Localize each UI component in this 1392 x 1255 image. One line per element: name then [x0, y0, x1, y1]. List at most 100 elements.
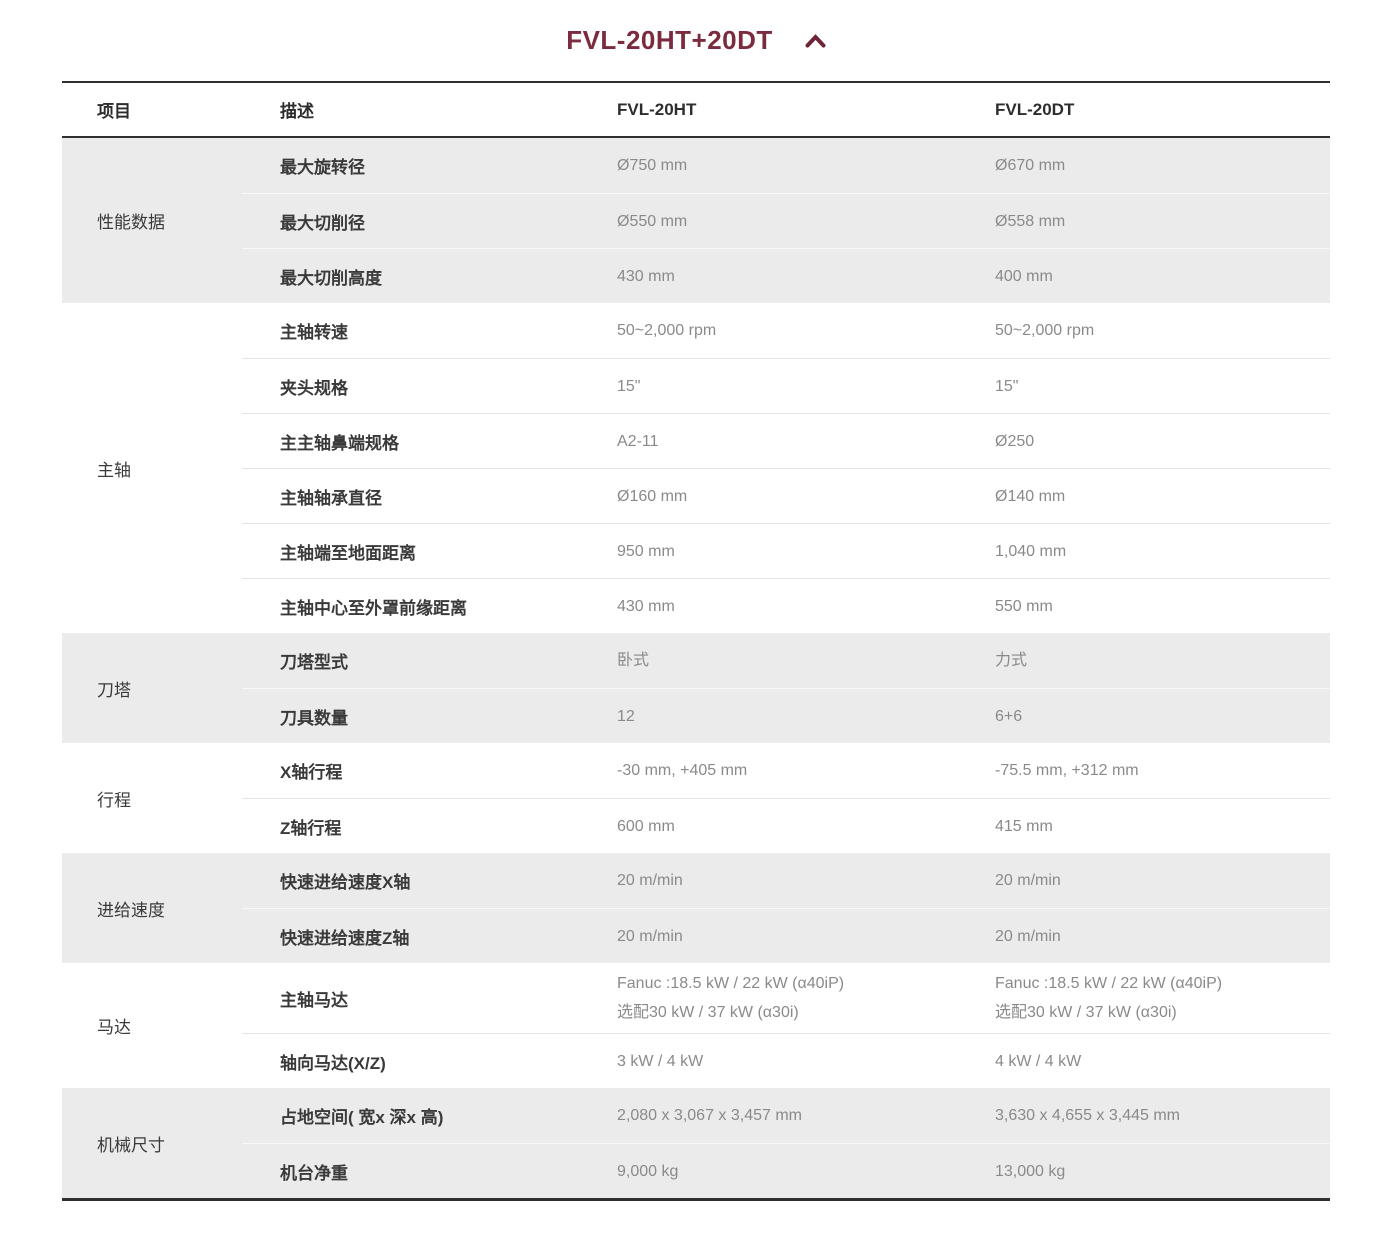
value-fvl-20dt: -75.5 mm, +312 mm — [995, 762, 1139, 779]
value-fvl-20ht: Ø750 mm — [617, 157, 688, 174]
value-fvl-20ht: 3 kW / 4 kW — [617, 1052, 704, 1070]
header-item: 项目 — [97, 102, 131, 121]
row-description: 占地空间( 宽x 深x 高) — [280, 1108, 444, 1127]
table-row: 最大切削高度 430 mm 400 mm — [242, 248, 1330, 303]
value-fvl-20dt: 6+6 — [995, 707, 1023, 725]
value-fvl-20dt: 400 mm — [995, 267, 1053, 285]
row-description: 主轴轴承直径 — [280, 488, 382, 508]
value-fvl-20dt: Fanuc :18.5 kW / 22 kW (α40iP) 选配30 kW /… — [995, 975, 1223, 1021]
value-fvl-20ht: 12 — [617, 707, 635, 725]
section-label: 行程 — [97, 790, 131, 810]
table-row: 主轴转速 50~2,000 rpm 50~2,000 rpm — [242, 303, 1330, 358]
value-fvl-20ht: 950 mm — [617, 542, 675, 560]
value-fvl-20ht: Ø160 mm — [617, 487, 688, 505]
section-label: 主轴 — [97, 460, 131, 480]
row-description: 夹头规格 — [280, 378, 348, 398]
spec-section: 性能数据 最大旋转径 Ø750 mm Ø670 mm 最大切削径 Ø550 mm Ø558 … — [62, 138, 1330, 303]
spec-section: 进给速度 快速进给速度X轴 20 m/min 20 m/min 快速进给速度Z轴 20 m… — [62, 853, 1330, 963]
section-label: 刀塔 — [97, 680, 131, 700]
value-fvl-20dt: 3,630 x 4,655 x 3,445 mm — [995, 1107, 1180, 1124]
table-row: 主轴中心至外罩前缘距离 430 mm 550 mm — [242, 578, 1330, 633]
value-fvl-20ht: 9,000 kg — [617, 1162, 679, 1180]
header-model-dt: FVL-20DT — [995, 99, 1075, 119]
header-description: 描述 — [280, 102, 314, 121]
spec-section: 主轴 主轴转速 50~2,000 rpm 50~2,000 rpm 夹头规格 15" 15"… — [62, 303, 1330, 633]
table-row: 轴向马达(X/Z) 3 kW / 4 kW 4 kW / 4 kW — [242, 1033, 1330, 1088]
row-description: 快速进给速度X轴 — [280, 873, 411, 892]
value-fvl-20dt: 415 mm — [995, 817, 1053, 835]
section-label: 性能数据 — [97, 213, 165, 232]
value-fvl-20ht: A2-11 — [617, 432, 659, 450]
row-description: 刀具数量 — [280, 708, 348, 728]
value-fvl-20dt: Ø670 mm — [995, 157, 1066, 174]
section-rows: 最大旋转径 Ø750 mm Ø670 mm 最大切削径 Ø550 mm Ø558 mm 最大… — [242, 138, 1330, 303]
value-fvl-20ht: 卧式 — [617, 652, 650, 669]
table-row: 最大切削径 Ø550 mm Ø558 mm — [242, 193, 1330, 248]
value-fvl-20dt: Ø558 mm — [995, 212, 1066, 230]
value-fvl-20ht: 50~2,000 rpm — [617, 322, 717, 339]
row-description: 轴向马达(X/Z) — [280, 1053, 386, 1073]
value-fvl-20ht: -30 mm, +405 mm — [617, 762, 748, 779]
value-fvl-20dt: 50~2,000 rpm — [995, 322, 1095, 339]
section-rows: 主轴马达 Fanuc :18.5 kW / 22 kW (α40iP) 选配30 … — [242, 963, 1330, 1088]
section-rows: 主轴转速 50~2,000 rpm 50~2,000 rpm 夹头规格 15" 15" 主主… — [242, 303, 1330, 633]
spec-section: 刀塔 刀塔型式 卧式 力式刀具数量 12 6+6 — [62, 633, 1330, 743]
value-fvl-20ht: 20 m/min — [617, 927, 683, 945]
spec-section: 马达 主轴马达 Fanuc :18.5 kW / 22 kW (α40iP) 选配3… — [62, 963, 1330, 1088]
row-description: 主轴端至地面距离 — [280, 543, 416, 563]
section-rows: 快速进给速度X轴 20 m/min 20 m/min 快速进给速度Z轴 20 m/min… — [242, 853, 1330, 963]
row-description: X轴行程 — [280, 763, 343, 782]
section-label: 进给速度 — [97, 900, 165, 920]
table-row: X轴行程 -30 mm, +405 mm -75.5 mm, +312 mm — [242, 743, 1330, 798]
header-model-ht: FVL-20HT — [617, 99, 697, 119]
value-fvl-20dt: 20 m/min — [995, 872, 1061, 889]
row-description: 最大切削径 — [280, 213, 365, 233]
section-label: 马达 — [97, 1018, 131, 1037]
value-fvl-20dt: 4 kW / 4 kW — [995, 1052, 1082, 1070]
row-description: Z轴行程 — [280, 818, 342, 838]
table-row: 最大旋转径 Ø750 mm Ø670 mm — [242, 138, 1330, 193]
row-description: 机台净重 — [280, 1163, 348, 1183]
value-fvl-20ht: Fanuc :18.5 kW / 22 kW (α40iP) 选配30 kW /… — [617, 975, 845, 1021]
value-fvl-20ht: 15" — [617, 377, 641, 395]
table-header-row: 项目 描述 FVL-20HT FVL-20DT — [62, 83, 1330, 138]
table-row: 主主轴鼻端规格 A2-11 Ø250 — [242, 413, 1330, 468]
row-description: 快速进给速度Z轴 — [280, 928, 410, 948]
value-fvl-20dt: 13,000 kg — [995, 1162, 1066, 1180]
value-fvl-20ht: 430 mm — [617, 267, 675, 285]
table-row: 机台净重 9,000 kg 13,000 kg — [242, 1143, 1330, 1198]
value-fvl-20dt: 1,040 mm — [995, 542, 1067, 560]
row-description: 主轴马达 — [280, 990, 348, 1010]
accordion-toggle[interactable]: FVL-20HT+20DT — [0, 0, 1392, 81]
page-title: FVL-20HT+20DT — [566, 25, 773, 55]
row-description: 最大切削高度 — [280, 268, 382, 288]
value-fvl-20dt: 15" — [995, 377, 1019, 395]
table-row: 主轴端至地面距离 950 mm 1,040 mm — [242, 523, 1330, 578]
value-fvl-20ht: 2,080 x 3,067 x 3,457 mm — [617, 1107, 802, 1124]
section-rows: X轴行程 -30 mm, +405 mm -75.5 mm, +312 mm Z轴行程… — [242, 743, 1330, 853]
table-row: 刀具数量 12 6+6 — [242, 688, 1330, 743]
table-row: 主轴马达 Fanuc :18.5 kW / 22 kW (α40iP) 选配30 … — [242, 963, 1330, 1033]
spec-section: 行程 X轴行程 -30 mm, +405 mm -75.5 mm, +312 mm Z轴… — [62, 743, 1330, 853]
row-description: 刀塔型式 — [280, 653, 348, 672]
section-rows: 刀塔型式 卧式 力式刀具数量 12 6+6 — [242, 633, 1330, 743]
value-fvl-20ht: 430 mm — [617, 597, 675, 615]
row-description: 主轴转速 — [280, 323, 348, 342]
value-fvl-20dt: 20 m/min — [995, 927, 1061, 945]
value-fvl-20dt: 550 mm — [995, 597, 1053, 615]
table-row: 快速进给速度X轴 20 m/min 20 m/min — [242, 853, 1330, 908]
table-row: 占地空间( 宽x 深x 高) 2,080 x 3,067 x 3,457 mm 3,… — [242, 1088, 1330, 1143]
value-fvl-20ht: 600 mm — [617, 817, 675, 835]
chevron-up-icon[interactable] — [805, 33, 826, 48]
value-fvl-20ht: 20 m/min — [617, 872, 683, 889]
table-row: 主轴轴承直径 Ø160 mm Ø140 mm — [242, 468, 1330, 523]
table-row: 刀塔型式 卧式 力式 — [242, 633, 1330, 688]
spec-section: 机械尺寸 占地空间( 宽x 深x 高) 2,080 x 3,067 x 3,457 … — [62, 1088, 1330, 1198]
row-description: 主轴中心至外罩前缘距离 — [280, 598, 467, 618]
value-fvl-20ht: Ø550 mm — [617, 212, 688, 230]
section-label: 机械尺寸 — [97, 1135, 165, 1155]
row-description: 主主轴鼻端规格 — [280, 433, 399, 453]
spec-table: 项目 描述 FVL-20HT FVL-20DT 性能数据 最大旋转径 Ø750 mm… — [62, 81, 1330, 1201]
value-fvl-20dt: 力式 — [995, 652, 1028, 669]
table-row: Z轴行程 600 mm 415 mm — [242, 798, 1330, 853]
